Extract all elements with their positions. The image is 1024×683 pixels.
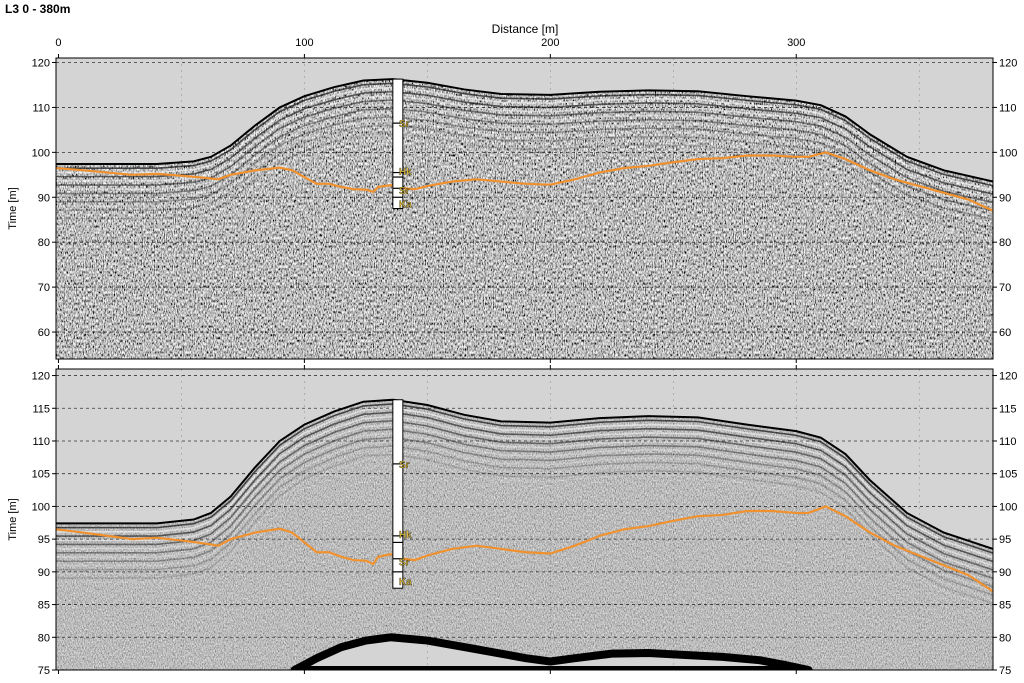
reflection-band	[56, 107, 993, 212]
reflection-band	[56, 137, 993, 242]
x-tick-label: 200	[541, 37, 559, 49]
borehole-layer-label: Hk	[399, 167, 412, 178]
reflection-band	[56, 440, 993, 592]
y-tick-label-right: 80	[999, 632, 1011, 644]
y-tick-label-left: 80	[38, 632, 50, 644]
y-tick-label-left: 85	[38, 600, 50, 612]
y-tick-label-left: 110	[32, 436, 50, 448]
y-tick-label-right: 95	[999, 534, 1011, 546]
horizon-line	[56, 151, 993, 212]
reflection-band	[56, 428, 993, 580]
y-tick-label-right: 100	[999, 147, 1017, 159]
borehole-layer-label: Hk	[399, 530, 412, 541]
y-tick-label-right: 80	[999, 237, 1011, 249]
plot-frame	[55, 57, 994, 360]
y-tick-label-right: 120	[999, 57, 1017, 69]
reflection-band	[56, 419, 993, 571]
reflection-band	[56, 86, 993, 191]
reflection-band	[56, 116, 993, 221]
y-tick-label-left: 120	[32, 371, 50, 383]
y-tick-label-right: 90	[999, 567, 1011, 579]
borehole-layer-label: Sr	[399, 186, 410, 197]
borehole-layer-label: Sr	[399, 119, 410, 130]
lower-panel: 75 75 80 80 85 85 90 90 95 95 100 100 105 105 110 110 11…	[7, 365, 1017, 677]
figure-title: L3 0 - 380m	[5, 2, 70, 16]
horizon-line	[56, 505, 993, 593]
y-axis-title: Time [m]	[7, 498, 19, 540]
reflection-band	[56, 411, 993, 563]
borehole-layer-label: Ka	[399, 577, 412, 588]
reflection-band	[56, 124, 993, 229]
borehole-layer-label: Sr	[399, 557, 410, 568]
reflection-band	[56, 103, 993, 208]
y-tick-label-left: 105	[32, 469, 50, 481]
reflection-band	[56, 111, 993, 216]
y-tick-label-right: 115	[999, 403, 1017, 415]
reflection-band	[56, 432, 993, 584]
y-tick-label-left: 75	[38, 665, 50, 677]
y-tick-label-right: 110	[999, 102, 1017, 114]
y-tick-label-right: 105	[999, 469, 1017, 481]
x-axis-title: Distance [m]	[492, 22, 559, 36]
reflection-band	[56, 95, 993, 200]
plot-frame	[55, 368, 994, 671]
y-tick-label-left: 100	[32, 147, 50, 159]
y-tick-label-left: 95	[38, 534, 50, 546]
y-tick-label-right: 100	[999, 501, 1017, 513]
reflection-band	[56, 449, 993, 601]
borehole-layer-label: Sr	[399, 460, 410, 471]
x-tick-label: 300	[787, 37, 805, 49]
y-tick-label-left: 70	[38, 282, 50, 294]
y-tick-label-right: 110	[999, 436, 1017, 448]
y-tick-label-right: 120	[999, 371, 1017, 383]
y-axis-title: Time [m]	[7, 187, 19, 229]
reflection-band	[56, 128, 993, 233]
reflection-band	[56, 403, 993, 554]
reflection-band	[56, 436, 993, 588]
y-tick-label-right: 70	[999, 282, 1011, 294]
y-tick-label-left: 90	[38, 192, 50, 204]
bottom-reflector	[290, 633, 813, 670]
reflection-band	[56, 457, 993, 609]
reflection-band	[56, 453, 993, 605]
reflection-band	[56, 424, 993, 575]
y-tick-label-left: 110	[32, 102, 50, 114]
ground-surface-line	[56, 398, 993, 550]
borehole-column	[392, 78, 404, 209]
borehole-layer-label: Ka	[399, 200, 412, 211]
y-tick-label-left: 90	[38, 567, 50, 579]
reflection-band	[56, 90, 993, 195]
y-tick-label-right: 60	[999, 327, 1011, 339]
reflection-band	[56, 82, 993, 187]
reflection-band	[56, 132, 993, 237]
y-tick-label-right: 85	[999, 600, 1011, 612]
reflection-band	[56, 407, 993, 559]
y-tick-label-left: 60	[38, 327, 50, 339]
y-tick-label-left: 80	[38, 237, 50, 249]
reflection-band	[56, 415, 993, 567]
ground-surface-line	[56, 78, 993, 183]
x-tick-label: 100	[295, 37, 313, 49]
y-tick-label-left: 120	[32, 57, 50, 69]
y-tick-label-left: 100	[32, 501, 50, 513]
y-tick-label-right: 75	[999, 665, 1011, 677]
y-tick-label-left: 115	[32, 403, 50, 415]
y-tick-label-right: 90	[999, 192, 1011, 204]
upper-panel: 60 60 70 70 80 80 90 90 100 100 110 110 120 120 Sr Hk Sr…	[7, 37, 1017, 363]
reflection-band	[56, 99, 993, 204]
x-tick-label: 0	[55, 37, 61, 49]
borehole-column	[392, 399, 404, 589]
